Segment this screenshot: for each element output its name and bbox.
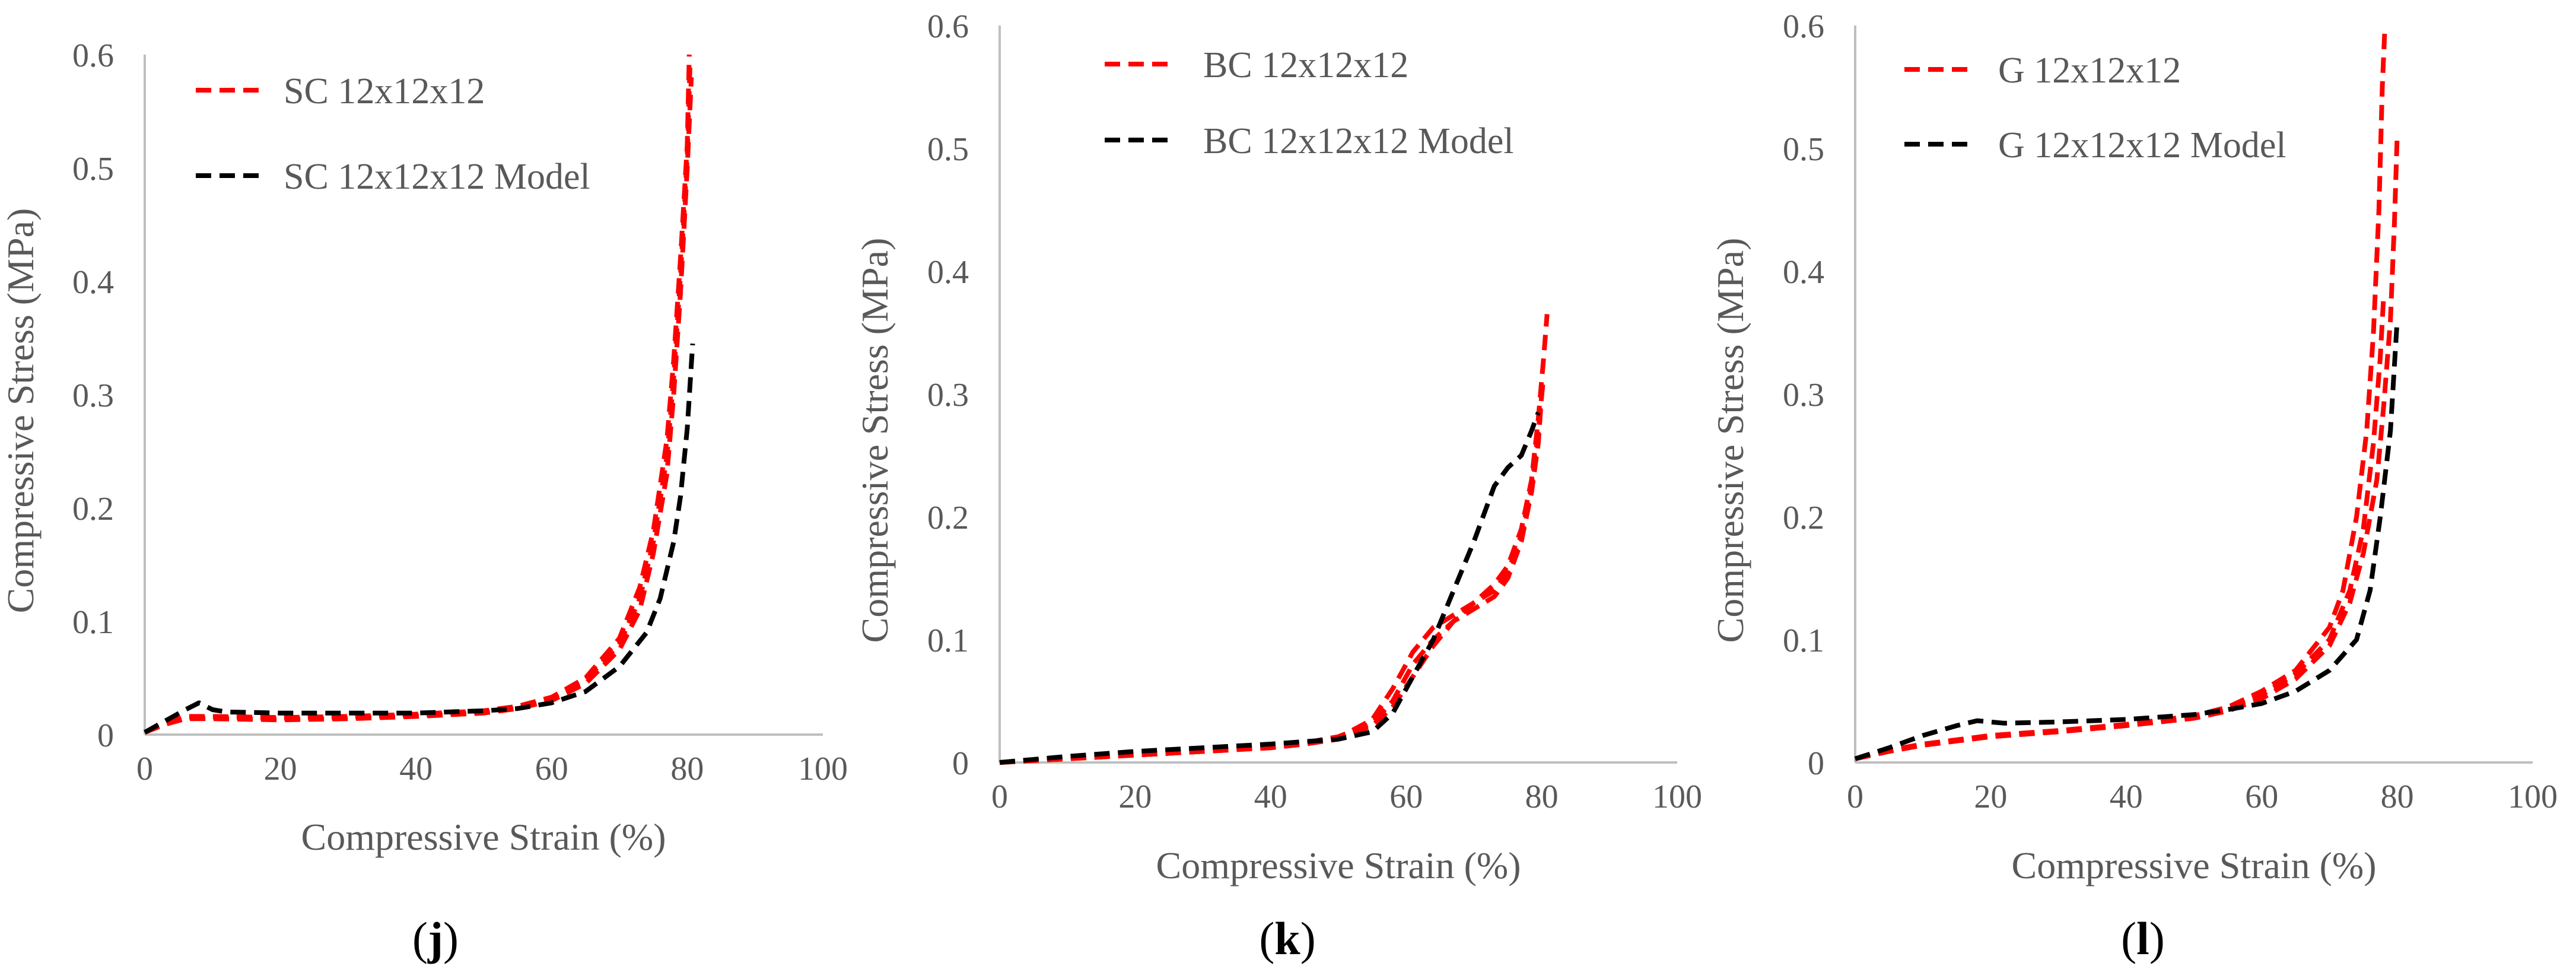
y-tick-label: 0.2 [72, 491, 114, 528]
y-axis-title: Compressive Stress (MPa) [854, 238, 896, 643]
x-tick-label: 20 [264, 751, 297, 787]
x-axis-title: Compressive Strain (%) [1156, 844, 1521, 886]
y-tick-label: 0 [1808, 745, 1824, 782]
y-tick-label: 0.5 [927, 131, 969, 168]
panel-label-open: ( [2121, 913, 2136, 964]
y-axis-title: Compressive Stress (MPa) [0, 208, 42, 614]
x-axis-title: Compressive Strain (%) [2012, 844, 2377, 886]
x-tick-label: 20 [1974, 778, 2007, 815]
y-tick-label: 0.2 [1783, 500, 1824, 536]
legend-label-experiment: G 12x12x12 [1998, 50, 2181, 91]
chart-panel-l: Compressive Stress (MPa) Compressive Str… [1709, 8, 2558, 964]
x-tick-label: 60 [1389, 778, 1423, 815]
panel-label-close: ) [443, 913, 459, 964]
x-tick-label: 80 [1525, 778, 1559, 815]
panel-label-close: ) [2149, 913, 2165, 964]
experiment-series-line-3 [999, 381, 1545, 765]
y-tick-label: 0.3 [72, 377, 114, 414]
y-tick-label: 0.3 [927, 377, 969, 414]
panel-label-letter: l [2136, 913, 2149, 964]
x-tick-label: 0 [1847, 778, 1863, 815]
y-tick-label: 0 [952, 745, 969, 782]
y-axis-title: Compressive Stress (MPa) [1709, 238, 1751, 643]
y-tick-label: 0.4 [72, 264, 114, 301]
x-tick-label: 60 [535, 751, 568, 787]
x-axis-title: Compressive Strain (%) [301, 816, 666, 858]
panel-label: (k) [1259, 913, 1315, 964]
x-tick-label: 20 [1118, 778, 1152, 815]
y-tick-label: 0.6 [927, 8, 969, 45]
y-tick-label: 0 [97, 717, 114, 754]
panel-label-close: ) [1300, 913, 1316, 964]
x-tick-label: 40 [399, 751, 432, 787]
x-tick-label: 40 [1254, 778, 1287, 815]
legend: BC 12x12x12 BC 12x12x12 Model [1105, 45, 1514, 161]
plot-area: 0 20 40 60 80 100 0 0.1 0.2 0.3 0.4 0.5 0.6 [927, 8, 1702, 815]
plot-area: 0 20 40 60 80 100 0 0.1 0.2 0.3 0.4 0.5 0.6 [72, 37, 848, 787]
y-tick-label: 0.1 [1783, 622, 1824, 659]
panel-label: (l) [2121, 913, 2165, 964]
legend-label-experiment: SC 12x12x12 [284, 71, 485, 112]
panel-label-open: ( [412, 913, 428, 964]
legend-label-model: G 12x12x12 Model [1998, 125, 2286, 166]
y-tick-label: 0.4 [1783, 254, 1824, 291]
panel-label-open: ( [1259, 913, 1274, 964]
experiment-series-line-3 [1855, 295, 2386, 761]
y-tick-label: 0.5 [1783, 131, 1824, 168]
y-tick-label: 0.6 [1783, 8, 1824, 45]
legend-label-model: BC 12x12x12 Model [1203, 121, 1514, 161]
x-tick-label: 0 [991, 778, 1008, 815]
legend-label-experiment: BC 12x12x12 [1203, 45, 1408, 85]
plot-area: 0 20 40 60 80 100 0 0.1 0.2 0.3 0.4 0.5 0.6 [1783, 8, 2558, 815]
x-tick-label: 60 [2245, 778, 2278, 815]
x-tick-label: 100 [2508, 778, 2558, 815]
y-tick-label: 0.5 [72, 151, 114, 188]
model-series-line [999, 411, 1541, 765]
x-tick-label: 80 [2381, 778, 2414, 815]
y-tick-label: 0.3 [1783, 377, 1824, 414]
x-tick-label: 100 [1652, 778, 1702, 815]
chart-panel-k: Compressive Stress (MPa) Compressive Str… [854, 8, 1702, 964]
panel-label: (j) [412, 913, 459, 964]
panel-label-letter: j [427, 913, 443, 964]
legend: G 12x12x12 G 12x12x12 Model [1904, 50, 2286, 166]
legend-label-model: SC 12x12x12 Model [284, 157, 590, 197]
y-tick-label: 0.4 [927, 254, 969, 291]
y-tick-label: 0.1 [72, 604, 114, 641]
panel-label-letter: k [1274, 913, 1300, 964]
model-series-line [144, 343, 695, 735]
x-tick-label: 100 [798, 751, 848, 787]
chart-panel-j: Compressive Stress (MPa) Compressive Str… [0, 37, 848, 964]
x-tick-label: 0 [136, 751, 153, 787]
y-tick-label: 0.6 [72, 37, 114, 74]
x-tick-label: 40 [2110, 778, 2143, 815]
y-tick-label: 0.1 [927, 622, 969, 659]
model-series-line [1854, 320, 2400, 761]
y-tick-label: 0.2 [927, 500, 969, 536]
experiment-series-line-3 [144, 65, 692, 735]
legend: SC 12x12x12 SC 12x12x12 Model [196, 71, 590, 197]
x-tick-label: 80 [670, 751, 704, 787]
